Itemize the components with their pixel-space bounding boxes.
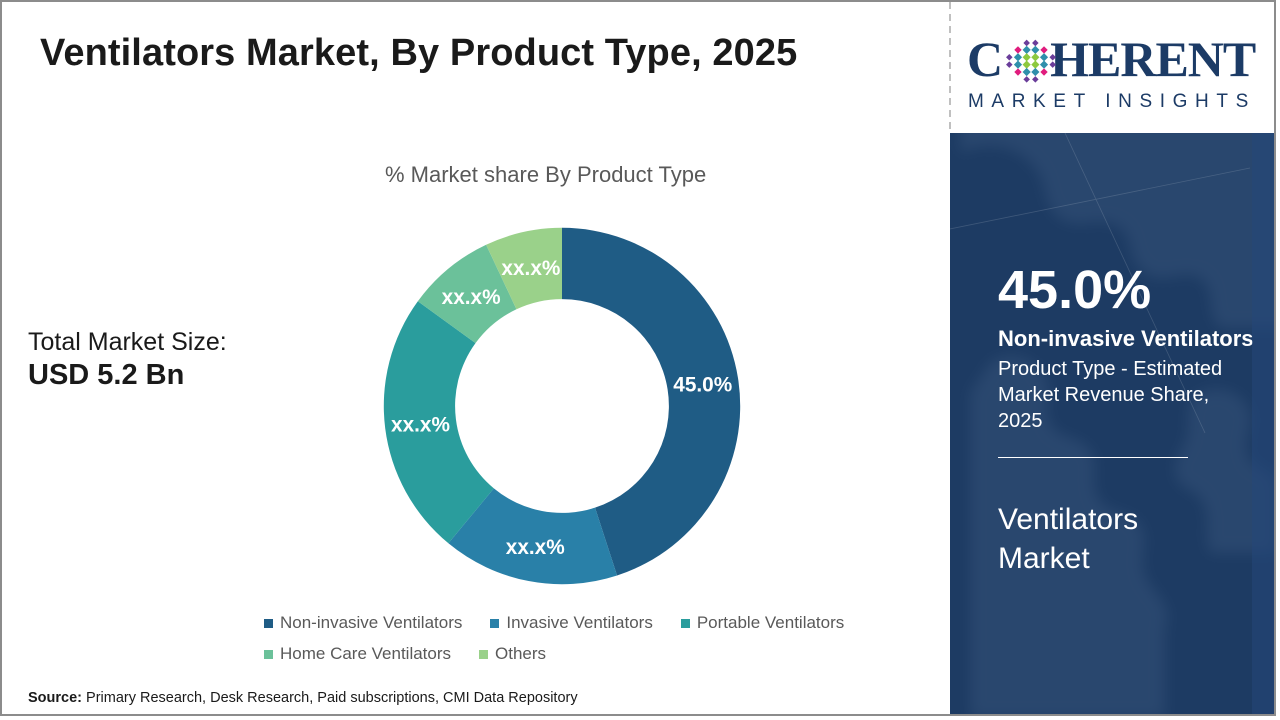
svg-text:xx.x%: xx.x% [501, 257, 560, 280]
svg-text:45.0%: 45.0% [673, 374, 732, 397]
svg-text:xx.x%: xx.x% [391, 414, 450, 437]
svg-text:xx.x%: xx.x% [506, 536, 565, 559]
svg-text:xx.x%: xx.x% [442, 286, 501, 309]
